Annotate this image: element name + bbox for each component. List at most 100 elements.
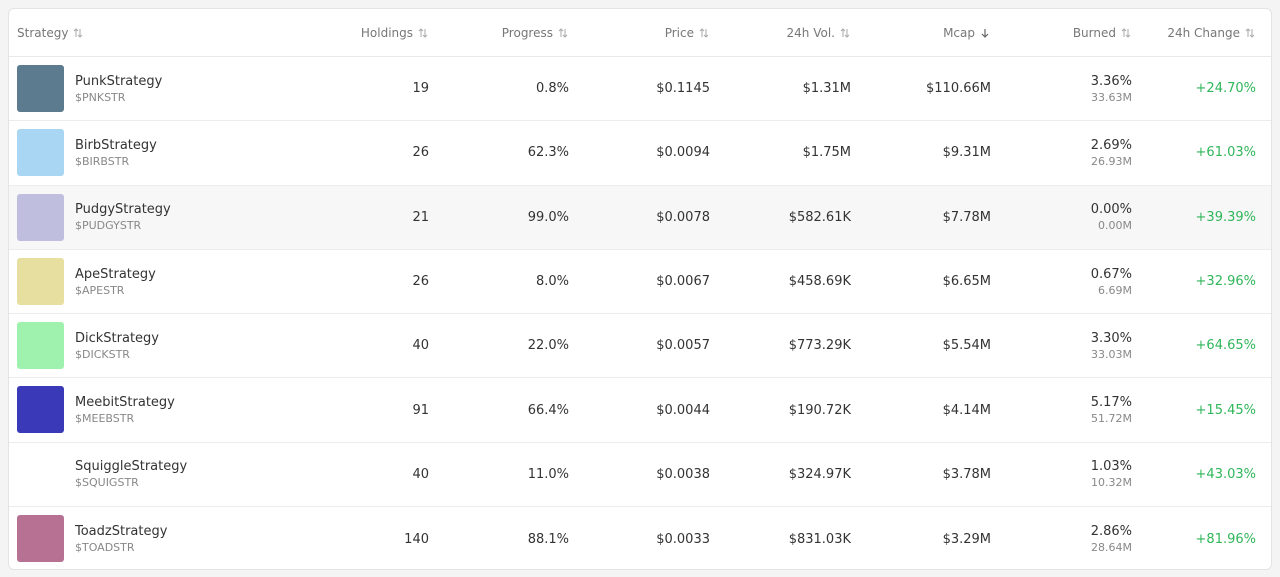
avatar [17, 129, 64, 177]
volume-cell: $1.75M [803, 121, 851, 184]
mcap: $6.65M [942, 274, 991, 290]
strategy-name: PudgyStrategy [75, 202, 171, 218]
mcap: $110.66M [926, 81, 991, 97]
burned-pct: 1.03% [1090, 459, 1132, 475]
volume: $773.29K [788, 338, 851, 354]
holdings: 26 [412, 145, 429, 161]
sort-icon [1244, 27, 1256, 39]
volume: $324.97K [788, 466, 851, 482]
volume-cell: $190.72K [789, 378, 851, 441]
holdings: 140 [404, 531, 429, 547]
progress: 62.3% [527, 145, 569, 161]
column-header[interactable]: Progress [502, 9, 569, 56]
burned-amount: 28.64M [1091, 541, 1132, 555]
column-header[interactable]: Holdings [361, 9, 429, 56]
holdings: 19 [412, 81, 429, 97]
volume-cell: $831.03K [788, 507, 851, 569]
burned-amount: 51.72M [1091, 412, 1132, 426]
progress-cell: 62.3% [528, 121, 569, 184]
sort-icon [839, 27, 851, 39]
change: +24.70% [1195, 81, 1256, 97]
column-header[interactable]: Mcap [943, 9, 991, 56]
strategy-cell: SquiggleStrategy $SQUIGSTR [75, 443, 187, 506]
column-label: 24h Vol. [786, 25, 835, 40]
column-header[interactable]: 24h Change [1167, 9, 1256, 56]
strategy-cell: BirbStrategy $BIRBSTR [75, 121, 157, 184]
strategy-ticker: $BIRBSTR [75, 154, 130, 168]
strategy-row[interactable]: PudgyStrategy $PUDGYSTR 21 99.0% $0.0078 $582… [9, 185, 1271, 250]
mcap-cell: $3.78M [943, 443, 991, 506]
avatar [17, 193, 64, 241]
avatar [17, 450, 64, 498]
strategy-row[interactable]: PunkStrategy $PNKSTR 19 0.8% $0.1145 $1.31M $1… [9, 57, 1271, 122]
strategy-table: Strategy Holdings Progress Price 24h Vol. Mca… [8, 8, 1272, 570]
price-cell: $0.0094 [656, 121, 710, 184]
column-label: Mcap [943, 25, 975, 40]
price: $0.0094 [656, 145, 710, 161]
burned-pct: 0.67% [1090, 266, 1132, 282]
column-header[interactable]: 24h Vol. [787, 9, 851, 56]
strategy-row[interactable]: SquiggleStrategy $SQUIGSTR 40 11.0% $0.0038 $… [9, 443, 1271, 508]
volume: $190.72K [788, 402, 851, 418]
strategy-ticker: $TOADSTR [75, 541, 135, 555]
strategy-row[interactable]: ApeStrategy $APESTR 26 8.0% $0.0067 $458.69K $… [9, 250, 1271, 315]
price-cell: $0.0038 [656, 443, 710, 506]
price-cell: $0.0033 [656, 507, 710, 569]
holdings: 26 [412, 274, 429, 290]
change: +32.96% [1195, 274, 1256, 290]
burned-pct: 2.69% [1090, 137, 1132, 153]
mcap-cell: $110.66M [926, 57, 991, 120]
burned-cell: 5.17% 51.72M [1091, 378, 1132, 441]
strategy-name: DickStrategy [75, 330, 159, 346]
burned-cell: 3.36% 33.63M [1091, 57, 1132, 120]
mcap-cell: $3.29M [943, 507, 991, 569]
strategy-ticker: $DICKSTR [75, 347, 130, 361]
price: $0.1145 [656, 81, 710, 97]
change: +43.03% [1195, 466, 1256, 482]
change: +64.65% [1195, 338, 1256, 354]
strategy-row[interactable]: DickStrategy $DICKSTR 40 22.0% $0.0057 $773.2… [9, 314, 1271, 379]
volume: $1.31M [802, 81, 851, 97]
holdings: 40 [412, 466, 429, 482]
column-header[interactable]: Price [665, 9, 710, 56]
column-header[interactable]: Burned [1073, 9, 1132, 56]
strategy-cell: DickStrategy $DICKSTR [75, 314, 159, 377]
progress-cell: 66.4% [528, 378, 569, 441]
volume-cell: $458.69K [789, 250, 851, 313]
change-cell: +64.65% [1196, 314, 1256, 377]
strategy-cell: ApeStrategy $APESTR [75, 250, 156, 313]
avatar [17, 386, 64, 434]
change: +81.96% [1195, 531, 1256, 547]
price: $0.0078 [656, 209, 710, 225]
strategy-row[interactable]: MeebitStrategy $MEEBSTR 91 66.4% $0.0044 $190… [9, 378, 1271, 443]
change-cell: +32.96% [1196, 250, 1256, 313]
strategy-ticker: $PNKSTR [75, 90, 126, 104]
burned-amount: 33.63M [1091, 90, 1132, 104]
progress: 66.4% [527, 402, 569, 418]
change: +61.03% [1195, 145, 1256, 161]
mcap-cell: $9.31M [943, 121, 991, 184]
strategy-row[interactable]: BirbStrategy $BIRBSTR 26 62.3% $0.0094 $1.75M… [9, 121, 1271, 186]
price: $0.0067 [656, 274, 710, 290]
strategy-ticker: $APESTR [75, 283, 125, 297]
strategy-name: SquiggleStrategy [75, 459, 188, 475]
sort-icon [417, 27, 429, 39]
holdings-cell: 26 [412, 250, 429, 313]
column-header[interactable]: Strategy [17, 9, 84, 56]
column-label: Burned [1072, 25, 1116, 40]
mcap-cell: $4.14M [943, 378, 991, 441]
strategy-ticker: $MEEBSTR [75, 412, 135, 426]
strategy-cell: PunkStrategy $PNKSTR [75, 57, 162, 120]
volume: $831.03K [788, 531, 851, 547]
change: +15.45% [1195, 402, 1256, 418]
holdings-cell: 19 [412, 57, 429, 120]
burned-cell: 0.00% 0.00M [1091, 186, 1132, 249]
column-label: Holdings [360, 25, 413, 40]
progress-cell: 0.8% [536, 57, 569, 120]
change-cell: +61.03% [1196, 121, 1256, 184]
table-body: PunkStrategy $PNKSTR 19 0.8% $0.1145 $1.31M $1… [9, 57, 1271, 569]
strategy-row[interactable]: ToadzStrategy $TOADSTR 140 88.1% $0.0033 $831… [9, 507, 1271, 569]
mcap: $5.54M [942, 338, 991, 354]
column-label: 24h Change [1167, 25, 1240, 40]
burned-cell: 3.30% 33.03M [1091, 314, 1132, 377]
